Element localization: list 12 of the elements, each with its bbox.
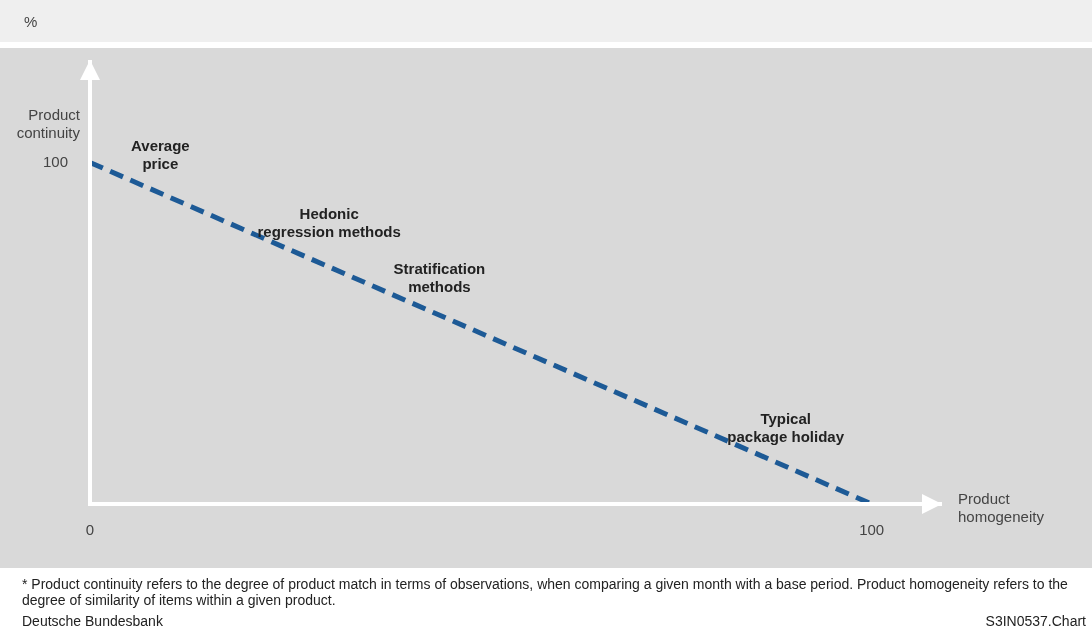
annotation: Average price <box>131 136 190 172</box>
annotation: Stratification methods <box>393 259 486 295</box>
text: * Product continuity refers to the degree of product match in terms of observations, when comparing a given month with a base period. Product homogeneity refers to the degree of similarity of items within a given product. <box>22 576 1069 608</box>
text: S3IN0537.Chart <box>985 613 1086 629</box>
text: Deutsche Bundesbank <box>22 613 163 629</box>
text: 100 <box>42 152 68 170</box>
annotation: Hedonic regression methods <box>257 205 401 241</box>
chart-subtitle: % <box>0 0 1092 48</box>
x-tick-label: 0 <box>85 521 95 539</box>
x-axis-title: Product homogeneity <box>958 490 1045 525</box>
annotation: Typical package holiday <box>727 410 845 445</box>
y-axis-title: Product continuity <box>16 106 81 141</box>
